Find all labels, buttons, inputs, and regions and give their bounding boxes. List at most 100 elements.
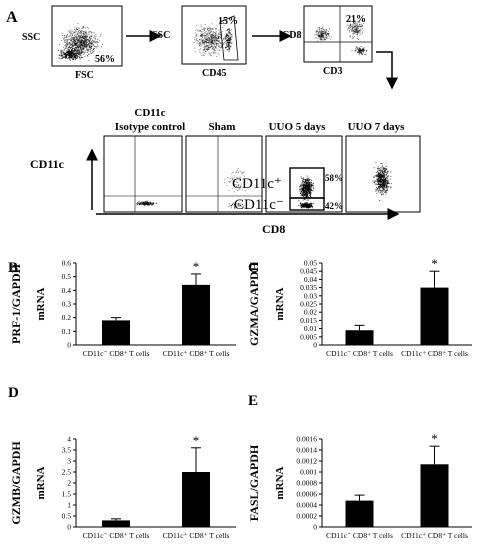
- y-axis-label: GZMB/GAPDH: [9, 441, 23, 525]
- y-axis-label: FASL/GAPDH: [247, 444, 261, 521]
- plot1-y-label: SSC: [22, 32, 40, 43]
- y-tick-label: 0: [313, 341, 317, 350]
- y-tick-label: 0.5: [62, 512, 72, 521]
- uuo5-title: UUO 5 days: [269, 121, 327, 133]
- plot2-percent: 15%: [218, 16, 238, 27]
- cd11c-negative-percent: 42%: [325, 201, 343, 211]
- isotype-title-line2: Isotype control: [115, 121, 185, 133]
- y-tick-label: 0.0012: [296, 457, 317, 466]
- bar: [182, 472, 210, 527]
- chart-b: B 0 0.1 0.2 0.3 0.4 0.5 0.6 PRF-1/GAPDH mRNA CD11c…: [8, 259, 236, 358]
- bar: [102, 320, 130, 345]
- cd45-gate: [219, 15, 239, 61]
- y-tick-label: 0.03: [304, 291, 317, 300]
- panel-letter: D: [8, 385, 19, 401]
- y-tick-label: 0.3: [62, 300, 72, 309]
- cd11c-negative-gate: [289, 197, 325, 211]
- y-axis-label-unit: mRNA: [274, 287, 286, 320]
- y-tick-label: 0.045: [300, 267, 317, 276]
- flow-plot-cd8-cd3: CD8 CD3 21%: [282, 5, 373, 77]
- significance-star: *: [431, 431, 438, 446]
- category-label: CD11c⁺ CD8⁺ T cells: [163, 349, 230, 358]
- y-axis-label-unit: mRNA: [35, 287, 47, 320]
- y-tick-label: 0.04: [304, 275, 317, 284]
- y-tick-label: 0.015: [300, 316, 317, 325]
- bar: [345, 500, 374, 527]
- chart-c: C00.0050.010.0150.020.0250.030.0350.040.…: [247, 256, 472, 358]
- flow-plot-ssc-cd45-events: [193, 22, 233, 57]
- y-tick-label: 0.01: [304, 324, 317, 333]
- isotype-title-line1: CD11c: [134, 107, 165, 119]
- y-tick-label: 0.4: [62, 286, 72, 295]
- flow-plot-cd8-cd3-events: [314, 19, 368, 56]
- y-tick-label: 0.0002: [296, 512, 317, 521]
- y-tick-label: 0.001: [300, 468, 317, 477]
- y-tick-label: 2: [67, 479, 71, 488]
- y-tick-label: 0.05: [304, 259, 317, 268]
- y-tick-label: 0.0016: [296, 435, 317, 444]
- y-axis-label: GZMA/GAPDH: [247, 261, 261, 346]
- plot2-x-label: CD45: [202, 68, 226, 79]
- flow-plot-sham-events: [224, 168, 247, 209]
- chart-d: D 0 0.5 1 1.5 2 2.5 3 3.5 4 GZMB/GAPDH mRNA CD11c⁻ C…: [8, 385, 236, 540]
- y-tick-label: 0: [313, 523, 317, 532]
- category-label: CD11c⁺ CD8⁺ T cells: [163, 531, 230, 540]
- category-label: CD11c⁻ CD8⁺ T cells: [83, 531, 150, 540]
- y-tick-label: 0: [67, 341, 71, 350]
- cd11c-positive-label: CD11c⁺: [232, 176, 282, 192]
- plot1-percent: 56%: [95, 54, 115, 65]
- y-tick-label: 0.5: [62, 272, 72, 281]
- y-tick-label: 0.035: [300, 283, 317, 292]
- plot3-percent: 21%: [346, 14, 366, 25]
- bar: [345, 330, 374, 345]
- flow-plot-isotype-events: [135, 200, 158, 207]
- plot3-x-label: CD3: [323, 66, 342, 77]
- bar-charts: B 0 0.1 0.2 0.3 0.4 0.5 0.6 PRF-1/GAPDH mRNA CD11c…: [8, 256, 472, 540]
- bar: [420, 464, 449, 527]
- y-tick-label: 2.5: [62, 468, 72, 477]
- arrow-3: [376, 51, 398, 90]
- panel-letter: C: [248, 260, 259, 276]
- y-tick-label: 1: [67, 501, 71, 510]
- category-label: CD11c⁺ CD8⁺ T cells: [401, 349, 468, 358]
- y-tick-label: 0.005: [300, 332, 317, 341]
- category-label: CD11c⁺ CD8⁺ T cells: [401, 531, 468, 540]
- y-axis-label: PRF-1/GAPDH: [9, 263, 23, 344]
- y-tick-label: 0.02: [304, 308, 317, 317]
- uuo7-title: UUO 7 days: [348, 121, 406, 133]
- plot3-y-label: CD8: [282, 30, 301, 41]
- y-tick-label: 0.0014: [296, 446, 317, 455]
- flow-plot-ssc-fsc: SSC FSC 56%: [22, 5, 123, 81]
- y-tick-label: 0.0004: [296, 501, 317, 510]
- flow-plot-uuo7-events: [372, 162, 392, 201]
- cd11c-positive-percent: 58%: [325, 173, 343, 183]
- y-tick-label: 0.0006: [296, 490, 317, 499]
- bar: [182, 284, 210, 345]
- y-tick-label: 0.2: [62, 313, 72, 322]
- y-tick-label: 0.6: [62, 259, 72, 268]
- flow-plot-ssc-cd45: SSC CD45 15%: [152, 5, 247, 79]
- flow-plot-isotype: [103, 135, 183, 213]
- flow-plot-uuo5: CD11c⁺ CD11c⁻ 58% 42%: [232, 135, 343, 213]
- y-tick-label: 0: [67, 523, 71, 532]
- panel-letter: E: [248, 393, 258, 409]
- y-tick-label: 4: [67, 435, 71, 444]
- y-tick-label: 0.1: [62, 327, 72, 336]
- y-tick-label: 0.0008: [296, 479, 317, 488]
- panel-letter: B: [8, 260, 18, 276]
- bar: [420, 287, 449, 345]
- flow-plot-uuo5-events: [298, 175, 315, 209]
- y-tick-label: 3: [67, 457, 71, 466]
- cd11c-negative-label: CD11c⁻: [234, 197, 284, 213]
- row-y-label: CD11c: [30, 157, 65, 171]
- panel-a-letter: A: [6, 9, 18, 26]
- y-tick-label: 3.5: [62, 446, 72, 455]
- sham-title: Sham: [209, 121, 236, 133]
- significance-star: *: [431, 256, 438, 271]
- flow-plot-ssc-fsc-events: [58, 23, 103, 62]
- y-axis-label-unit: mRNA: [274, 466, 286, 499]
- flow-plot-uuo7: [345, 135, 421, 213]
- category-label: CD11c⁻ CD8⁺ T cells: [326, 349, 393, 358]
- y-axis-label-unit: mRNA: [35, 466, 47, 499]
